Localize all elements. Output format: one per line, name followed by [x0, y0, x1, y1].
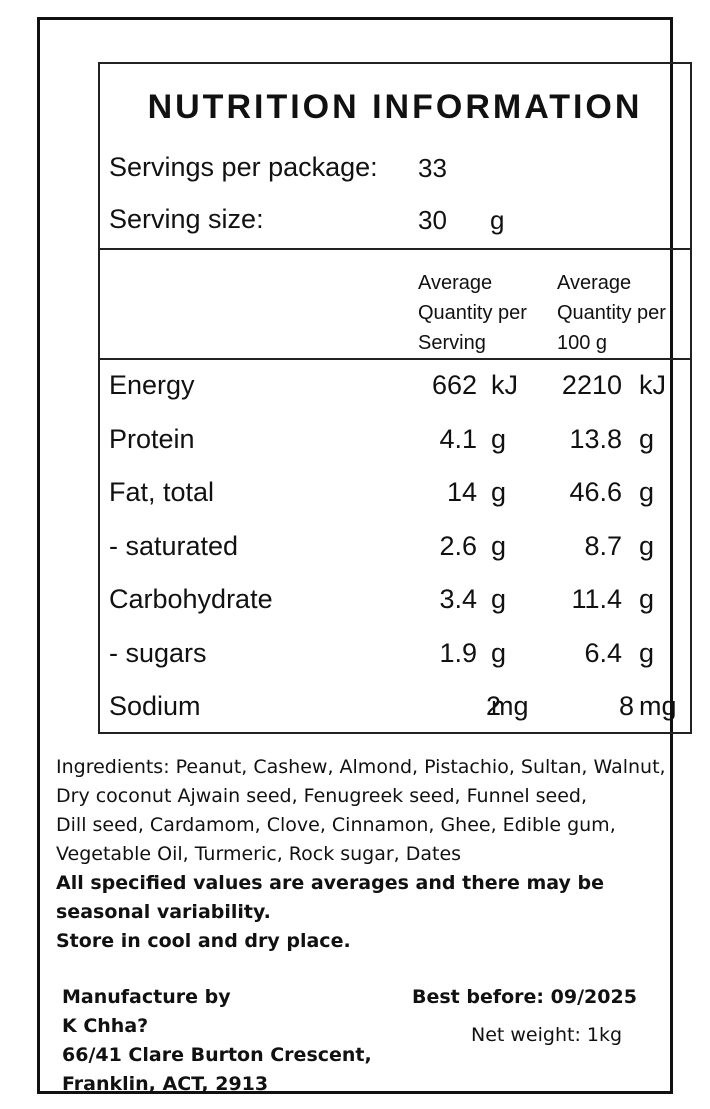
per-100g-value: 8: [618, 691, 634, 721]
column-header-line: Average: [418, 272, 493, 294]
per-serving-value: 14: [446, 477, 477, 507]
nutrient-name: - saturated: [109, 531, 239, 561]
per-serving-value: 4.1: [439, 424, 477, 454]
per-100g-unit: g: [639, 477, 655, 507]
manufacturer-line: Franklin, ACT, 2913: [62, 1073, 269, 1095]
per-100g-value: 13.8: [569, 424, 622, 454]
manufacturer-line: 66/41 Clare Burton Crescent,: [62, 1044, 372, 1066]
per-serving-value: 662: [431, 370, 477, 400]
per-serving-value: 2: [485, 691, 501, 721]
nutrient-name: Carbohydrate: [109, 584, 273, 614]
servings-per-package-value: 33: [418, 153, 447, 183]
storage-notes: All specified values are averages and th…: [56, 869, 604, 956]
nutrient-name: - sugars: [109, 638, 207, 668]
note-line: All specified values are averages and th…: [56, 872, 604, 894]
per-100g-value: 6.4: [584, 638, 622, 668]
nutrient-name: Protein: [109, 424, 195, 454]
net-weight: Net weight: 1kg: [471, 1024, 623, 1046]
manufacturer-info: Manufacture by K Chha? 66/41 Clare Burto…: [62, 983, 372, 1099]
per-serving-unit: g: [491, 531, 507, 561]
per-serving-value: 3.4: [439, 584, 477, 614]
per-serving-value: 2.6: [439, 531, 477, 561]
per-100g-value: 2210: [561, 370, 622, 400]
column-header-line: Quantity per: [557, 302, 666, 324]
per-serving-unit: g: [491, 424, 507, 454]
note-line: Store in cool and dry place.: [56, 930, 351, 952]
divider: [100, 358, 690, 360]
nutrition-panel: NUTRITION INFORMATION Servings per packa…: [98, 62, 692, 734]
nutrient-row: Sodium 2 mg 8 mg: [100, 691, 690, 743]
ingredients-line: Vegetable Oil, Turmeric, Rock sugar, Dat…: [56, 843, 462, 865]
best-before: Best before: 09/2025: [412, 986, 637, 1008]
serving-size-label: Serving size:: [109, 204, 264, 234]
manufacturer-line: Manufacture by: [62, 986, 231, 1008]
per-serving-unit: mg: [491, 691, 529, 721]
per-serving-value: 1.9: [439, 638, 477, 668]
per-100g-unit: kJ: [639, 370, 666, 400]
column-header-line: Quantity per: [418, 302, 527, 324]
column-header-per-100g: Average Quantity per 100 g: [557, 268, 666, 358]
per-100g-unit: g: [639, 584, 655, 614]
ingredients-line: Dry coconut Ajwain seed, Fenugreek seed,…: [56, 785, 588, 807]
nutrient-name: Sodium: [109, 691, 201, 721]
nutrient-row: Carbohydrate 3.4 g 11.4 g: [100, 584, 690, 636]
per-serving-unit: g: [491, 477, 507, 507]
per-100g-value: 46.6: [569, 477, 622, 507]
column-header-line: 100 g: [557, 332, 608, 354]
column-header-line: Average: [557, 272, 632, 294]
nutrient-name: Energy: [109, 370, 195, 400]
nutrient-row: - saturated 2.6 g 8.7 g: [100, 531, 690, 583]
per-100g-unit: g: [639, 424, 655, 454]
column-header-line: Serving: [418, 332, 486, 354]
panel-title: NUTRITION INFORMATION: [147, 88, 643, 126]
per-100g-unit: g: [639, 638, 655, 668]
ingredients-line: Dill seed, Cardamom, Clove, Cinnamon, Gh…: [56, 814, 616, 836]
per-100g-value: 11.4: [571, 584, 622, 614]
note-line: seasonal variability.: [56, 901, 271, 923]
nutrient-name: Fat, total: [109, 477, 215, 507]
nutrient-row: Fat, total 14 g 46.6 g: [100, 477, 690, 529]
ingredients: Ingredients: Peanut, Cashew, Almond, Pis…: [56, 753, 666, 869]
nutrient-row: Protein 4.1 g 13.8 g: [100, 424, 690, 476]
manufacturer-line: K Chha?: [62, 1015, 149, 1037]
per-serving-unit: g: [491, 638, 507, 668]
serving-size-value: 30: [418, 205, 447, 235]
serving-size-unit: g: [490, 205, 505, 235]
divider: [100, 248, 690, 250]
per-100g-value: 8.7: [584, 531, 622, 561]
per-100g-unit: g: [639, 531, 655, 561]
ingredients-line: Ingredients: Peanut, Cashew, Almond, Pis…: [56, 756, 666, 778]
column-header-per-serving: Average Quantity per Serving: [418, 268, 527, 358]
product-label: NUTRITION INFORMATION Servings per packa…: [37, 17, 692, 1095]
servings-per-package-label: Servings per package:: [109, 152, 378, 182]
nutrient-row: - sugars 1.9 g 6.4 g: [100, 638, 690, 690]
per-100g-unit: mg: [639, 691, 677, 721]
per-serving-unit: g: [491, 584, 507, 614]
per-serving-unit: kJ: [491, 370, 518, 400]
nutrient-row: Energy 662 kJ 2210 kJ: [100, 370, 690, 422]
